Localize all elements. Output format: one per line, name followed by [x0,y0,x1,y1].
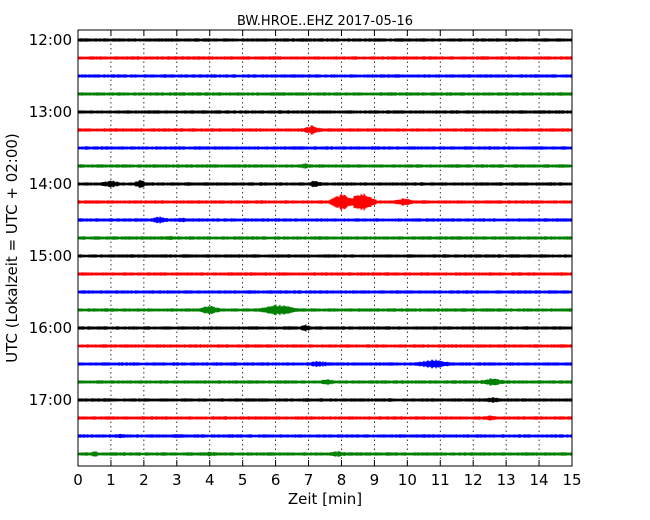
trace-1630 [77,359,573,369]
trace-1600 [77,324,573,332]
trace-1730 [77,433,573,439]
x-tick-label: 0 [73,471,83,489]
x-tick-label: 9 [370,471,380,489]
traces-group [77,38,573,457]
trace-1230 [77,74,573,78]
x-tick-label: 15 [562,471,581,489]
trace-1200 [77,38,573,42]
axis-ticks: 0 1 2 3 4 5 6 7 8 9 10 11 12 13 14 1512:0013:0014:0015:… [29,30,582,489]
trace-1330 [77,146,573,150]
trace-1445 [77,236,573,240]
y-tick-label: 17:00 [29,391,72,409]
trace-1345 [77,163,573,169]
x-tick-label: 2 [139,471,149,489]
trace-1745 [77,451,573,457]
x-tick-label: 5 [238,471,248,489]
x-tick-label: 13 [497,471,516,489]
trace-1245 [77,92,573,96]
chart-title: BW.HROE..EHZ 2017-05-16 [237,14,413,29]
y-tick-label: 12:00 [29,31,72,49]
y-tick-label: 15:00 [29,247,72,265]
x-tick-label: 8 [337,471,347,489]
x-axis-label: Zeit [min] [288,490,362,508]
x-tick-label: 7 [304,471,314,489]
x-tick-label: 6 [271,471,281,489]
trace-1215 [77,56,573,60]
x-tick-label: 3 [172,471,182,489]
x-tick-label: 10 [398,471,417,489]
x-tick-label: 12 [464,471,483,489]
trace-1430 [77,216,573,224]
plot-frame [77,29,573,467]
x-tick-label: 4 [205,471,215,489]
trace-1645 [77,378,573,386]
grid-lines [110,30,540,466]
trace-1300 [77,110,573,114]
x-tick-label: 1 [106,471,116,489]
trace-1615 [77,344,573,348]
trace-1500 [77,254,573,258]
trace-1400 [77,179,573,189]
x-tick-label: 11 [431,471,450,489]
trace-1515 [77,272,573,276]
y-tick-label: 16:00 [29,319,72,337]
trace-1530 [77,290,573,294]
trace-1700 [77,397,573,403]
trace-1415 [77,193,573,211]
y-axis-label: UTC (Lokalzeit = UTC + 02:00) [3,133,21,363]
trace-1315 [77,125,573,135]
x-tick-label: 14 [530,471,549,489]
y-tick-label: 13:00 [29,103,72,121]
trace-1545 [77,304,573,316]
trace-1715 [77,415,573,421]
y-tick-label: 14:00 [29,175,72,193]
